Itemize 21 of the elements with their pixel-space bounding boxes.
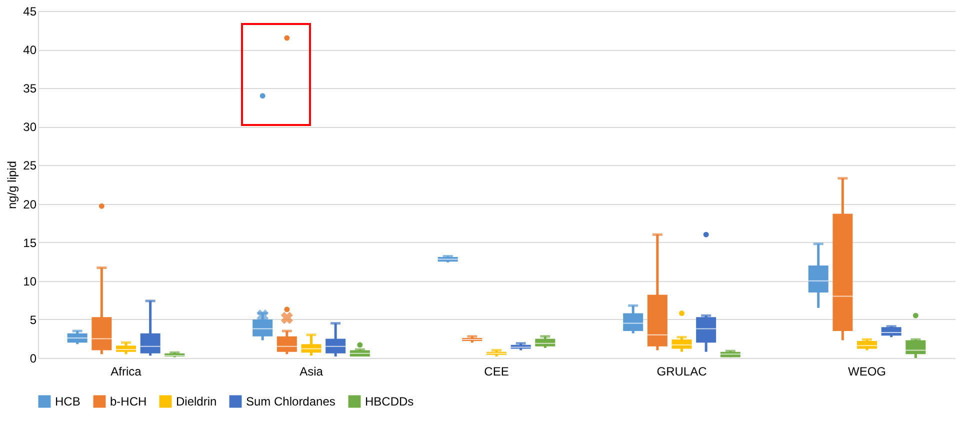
- legend-label: HBCDDs: [365, 394, 414, 409]
- y-tick-label: 10: [23, 274, 37, 288]
- legend-label: Sum Chlordanes: [246, 394, 336, 409]
- x-tick-label: Asia: [300, 364, 324, 378]
- y-tick-label: 25: [23, 158, 37, 173]
- legend-label: HCB: [55, 394, 80, 409]
- y-tick-label: 30: [23, 120, 37, 134]
- y-tick-label: 35: [23, 82, 37, 96]
- y-tick-label: 20: [23, 197, 37, 212]
- y-axis-title: ng/g lipid: [5, 160, 20, 210]
- x-tick-label: GRULAC: [656, 364, 708, 378]
- x-tick-label: CEE: [484, 364, 509, 378]
- legend-label: Dieldrin: [176, 394, 217, 409]
- x-tick-label: WEOG: [848, 364, 886, 378]
- legend-label: b-HCH: [110, 394, 147, 409]
- y-tick-label: 0: [30, 352, 37, 366]
- y-tick-label: 15: [23, 236, 37, 250]
- y-tick-label: 40: [23, 43, 37, 58]
- x-tick-label: Africa: [110, 364, 142, 378]
- y-tick-label: 45: [23, 4, 37, 18]
- y-tick-label: 5: [30, 312, 37, 327]
